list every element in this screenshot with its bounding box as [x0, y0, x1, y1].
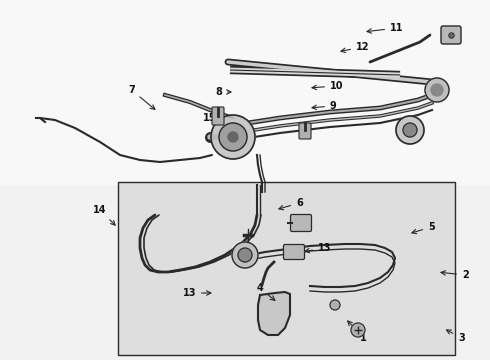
Text: 1: 1	[348, 321, 367, 343]
Text: 12: 12	[341, 42, 369, 53]
Circle shape	[330, 300, 340, 310]
Circle shape	[211, 115, 255, 159]
Text: 5: 5	[412, 222, 435, 234]
Text: 8: 8	[215, 87, 231, 97]
Circle shape	[232, 242, 258, 268]
Circle shape	[238, 248, 252, 262]
Polygon shape	[258, 292, 290, 335]
FancyBboxPatch shape	[441, 26, 461, 44]
FancyBboxPatch shape	[299, 123, 311, 139]
Circle shape	[228, 132, 238, 142]
FancyBboxPatch shape	[118, 182, 455, 355]
Text: 9: 9	[312, 101, 337, 111]
Circle shape	[431, 84, 443, 96]
FancyBboxPatch shape	[284, 244, 304, 260]
Circle shape	[425, 78, 449, 102]
Circle shape	[351, 323, 365, 337]
Text: 4: 4	[256, 283, 275, 301]
Text: 10: 10	[312, 81, 343, 91]
Text: 3: 3	[446, 330, 465, 343]
FancyBboxPatch shape	[291, 215, 312, 231]
Text: 15: 15	[202, 113, 224, 123]
Text: 13: 13	[182, 288, 211, 298]
Circle shape	[403, 123, 417, 137]
Text: 11: 11	[367, 23, 403, 33]
Bar	[0, 0, 490, 185]
FancyBboxPatch shape	[212, 107, 224, 125]
Text: 13: 13	[305, 243, 332, 253]
Text: 7: 7	[128, 85, 155, 109]
Circle shape	[219, 123, 247, 151]
Text: 2: 2	[441, 270, 469, 280]
Text: 6: 6	[279, 198, 303, 210]
Circle shape	[396, 116, 424, 144]
Text: 14: 14	[93, 205, 115, 225]
